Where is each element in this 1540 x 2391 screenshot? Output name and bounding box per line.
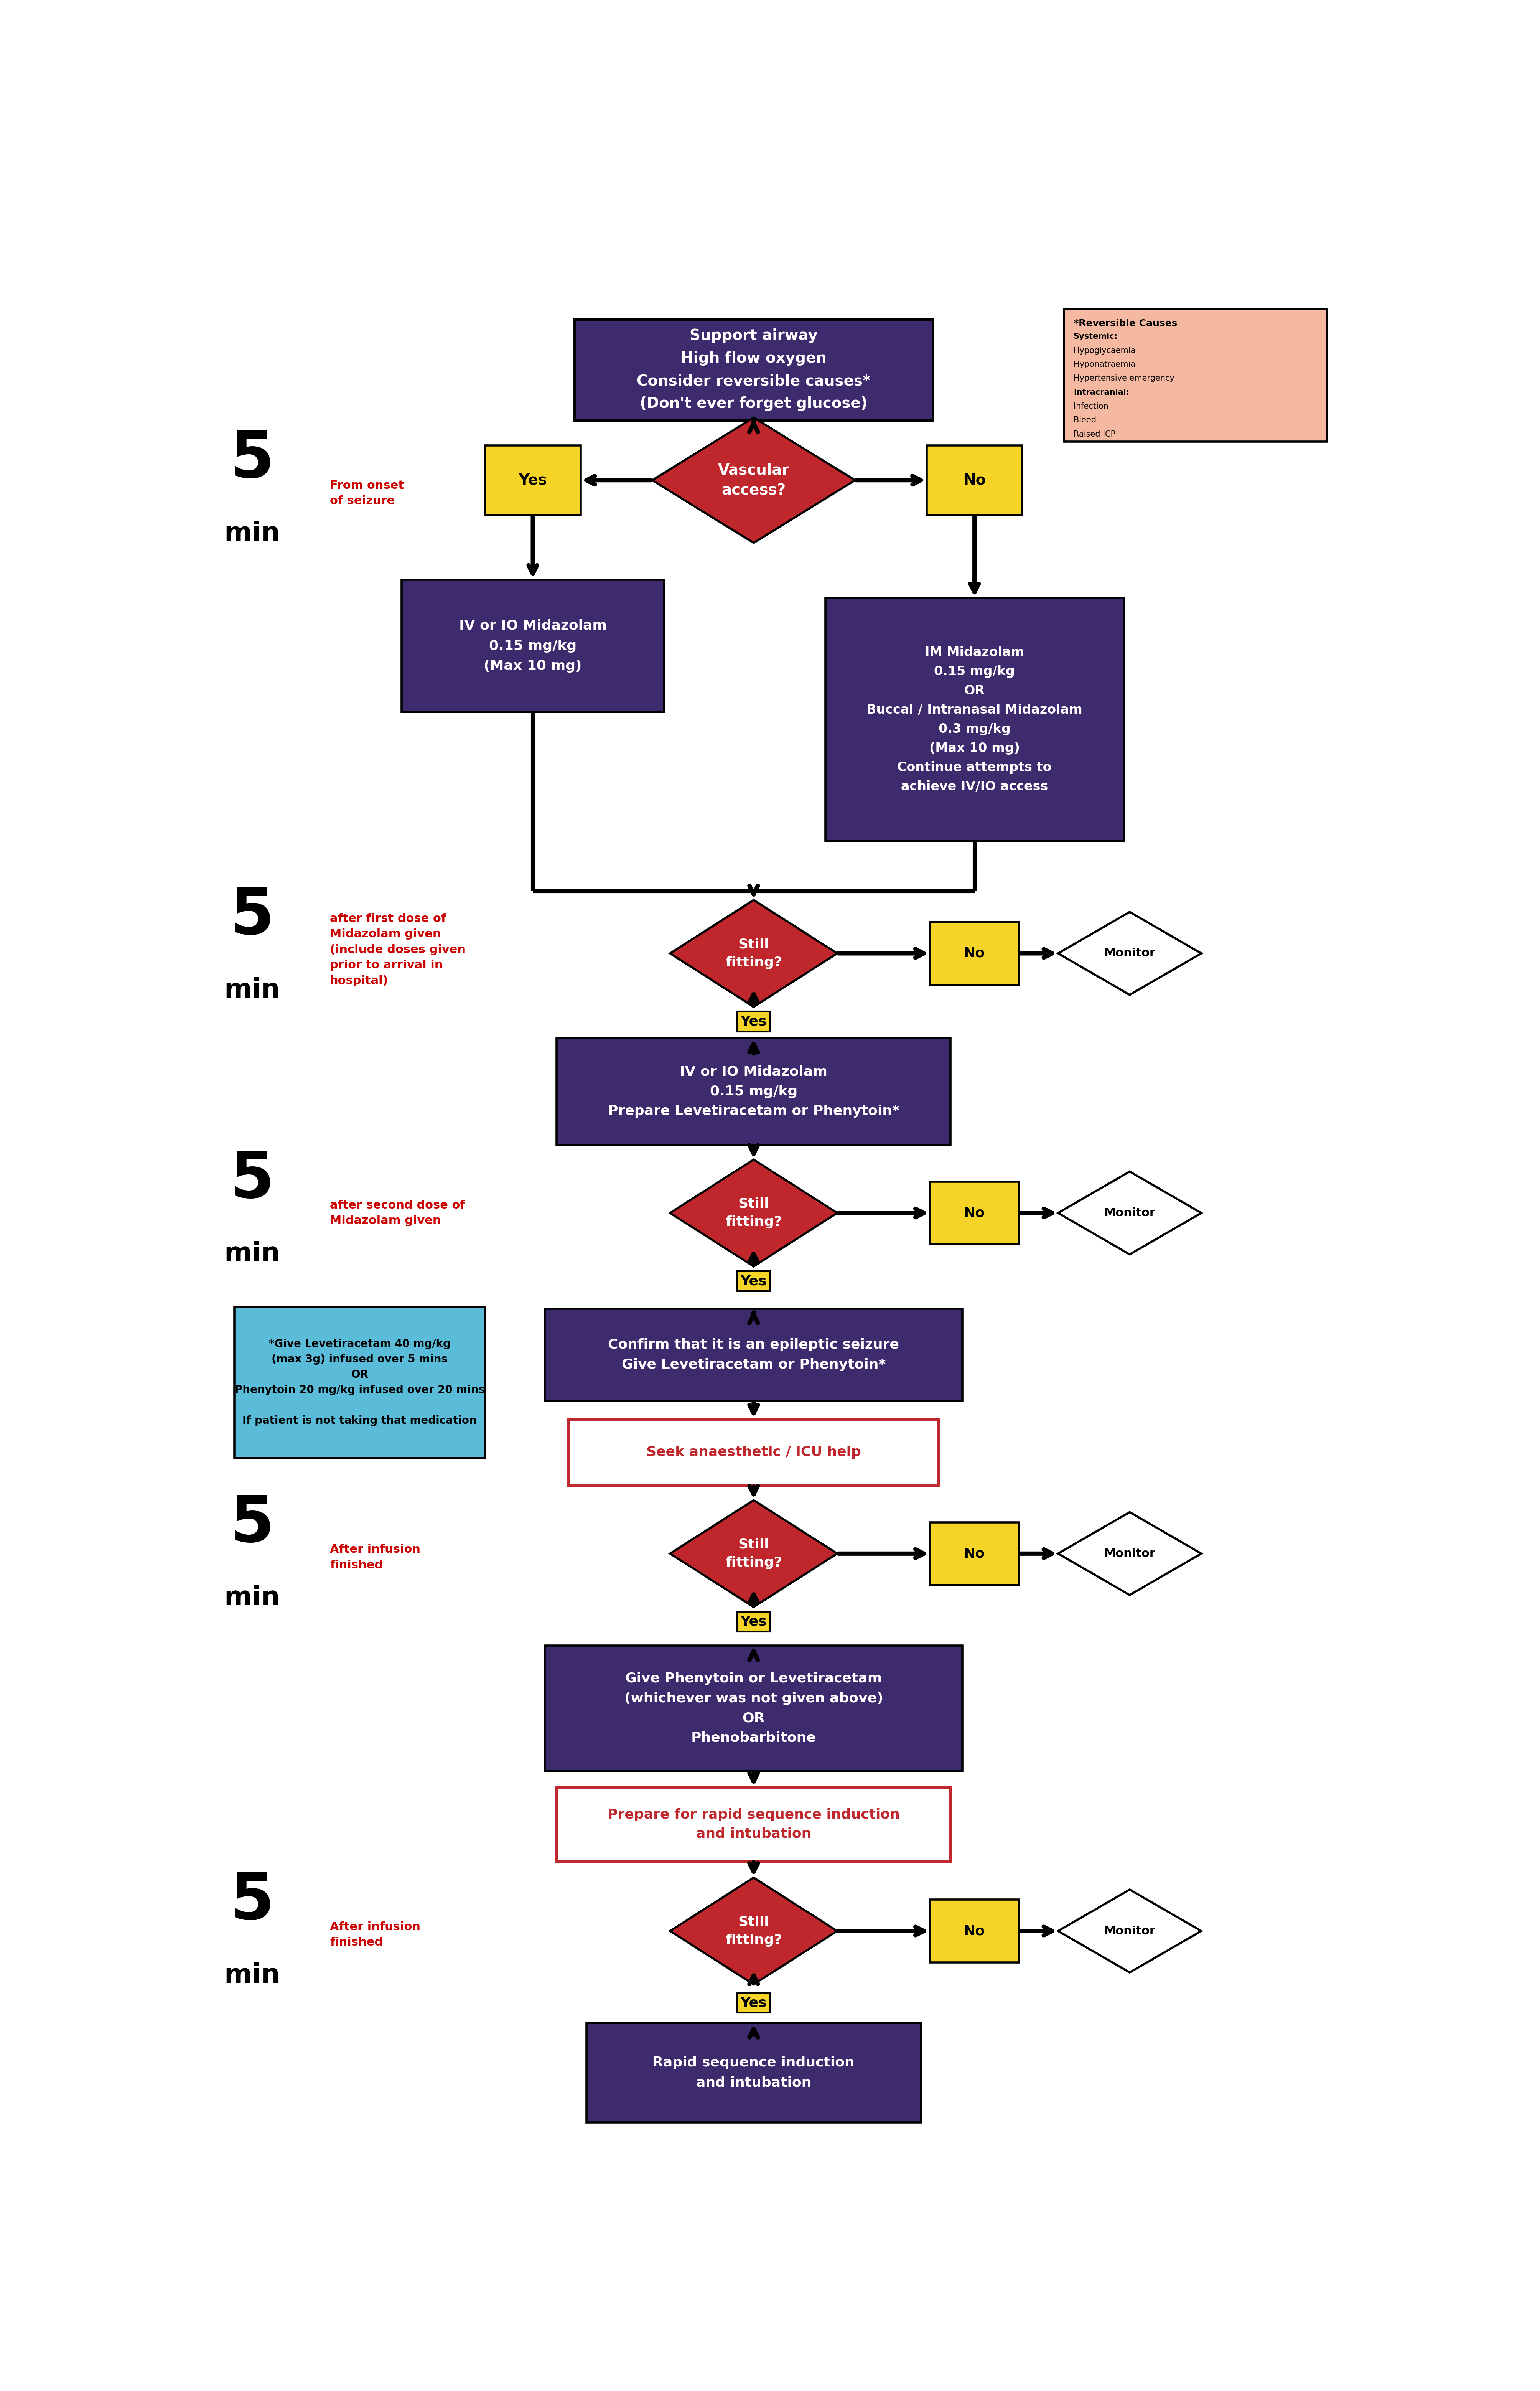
- Bar: [930, 923, 1019, 985]
- Text: Systemic:: Systemic:: [1073, 332, 1118, 340]
- Polygon shape: [670, 1160, 838, 1267]
- Text: Still
fitting?: Still fitting?: [725, 1915, 782, 1946]
- Text: Monitor: Monitor: [1104, 947, 1155, 959]
- Bar: [927, 445, 1023, 514]
- Text: after first dose of
Midazolam given
(include doses given
prior to arrival in
hos: after first dose of Midazolam given (inc…: [330, 913, 465, 987]
- Text: Yes: Yes: [741, 1274, 767, 1289]
- Text: No: No: [964, 947, 984, 959]
- Bar: [1064, 308, 1326, 442]
- Text: min: min: [225, 1585, 280, 1612]
- Text: Monitor: Monitor: [1104, 1925, 1155, 1937]
- Text: 5: 5: [229, 885, 274, 947]
- Text: After infusion
finished: After infusion finished: [330, 1922, 420, 1949]
- Polygon shape: [1058, 1172, 1201, 1255]
- Text: *Reversible Causes: *Reversible Causes: [1073, 318, 1177, 328]
- Bar: [930, 1901, 1019, 1963]
- Text: No: No: [964, 1547, 984, 1559]
- Bar: [402, 579, 664, 713]
- Text: min: min: [225, 1241, 280, 1267]
- Bar: [574, 318, 932, 421]
- Text: No: No: [964, 1925, 984, 1937]
- Bar: [556, 1038, 950, 1145]
- Polygon shape: [1058, 1511, 1201, 1595]
- Polygon shape: [670, 1877, 838, 1985]
- Text: Give Phenytoin or Levetiracetam
(whichever was not given above)
OR
Phenobarbiton: Give Phenytoin or Levetiracetam (whichev…: [624, 1671, 882, 1745]
- Text: min: min: [225, 1963, 280, 1987]
- Text: Still
fitting?: Still fitting?: [725, 1537, 782, 1568]
- Text: No: No: [962, 473, 986, 488]
- Bar: [587, 2023, 921, 2123]
- Text: Yes: Yes: [519, 473, 547, 488]
- Text: after second dose of
Midazolam given: after second dose of Midazolam given: [330, 1200, 465, 1227]
- Text: IV or IO Midazolam
0.15 mg/kg
(Max 10 mg): IV or IO Midazolam 0.15 mg/kg (Max 10 mg…: [459, 619, 607, 672]
- Text: Confirm that it is an epileptic seizure
Give Levetiracetam or Phenytoin*: Confirm that it is an epileptic seizure …: [608, 1339, 899, 1370]
- Text: Monitor: Monitor: [1104, 1547, 1155, 1559]
- Text: Support airway
High flow oxygen
Consider reversible causes*
(Don't ever forget g: Support airway High flow oxygen Consider…: [636, 328, 870, 411]
- Text: Yes: Yes: [741, 1996, 767, 2008]
- Text: Rapid sequence induction
and intubation: Rapid sequence induction and intubation: [653, 2056, 855, 2090]
- Bar: [930, 1523, 1019, 1585]
- Bar: [485, 445, 581, 514]
- Text: Yes: Yes: [741, 1616, 767, 1628]
- Bar: [545, 1645, 962, 1772]
- Text: Hyponatraemia: Hyponatraemia: [1073, 361, 1135, 368]
- Polygon shape: [670, 899, 838, 1007]
- Bar: [825, 598, 1124, 842]
- Polygon shape: [1058, 911, 1201, 995]
- Text: Prepare for rapid sequence induction
and intubation: Prepare for rapid sequence induction and…: [607, 1808, 899, 1841]
- Text: 5: 5: [229, 1870, 274, 1932]
- Text: Seek anaesthetic / ICU help: Seek anaesthetic / ICU help: [647, 1447, 861, 1459]
- Text: Vascular
access?: Vascular access?: [718, 464, 788, 497]
- Polygon shape: [1058, 1889, 1201, 1973]
- Text: Infection: Infection: [1073, 402, 1109, 411]
- Text: Raised ICP: Raised ICP: [1073, 430, 1115, 438]
- Text: Intracranial:: Intracranial:: [1073, 390, 1129, 397]
- Text: Hypertensive emergency: Hypertensive emergency: [1073, 375, 1173, 383]
- Text: 5: 5: [229, 1492, 274, 1557]
- Text: min: min: [225, 521, 280, 548]
- Bar: [234, 1308, 485, 1459]
- Text: 5: 5: [229, 428, 274, 490]
- Text: IV or IO Midazolam
0.15 mg/kg
Prepare Levetiracetam or Phenytoin*: IV or IO Midazolam 0.15 mg/kg Prepare Le…: [608, 1064, 899, 1117]
- Text: From onset
of seizure: From onset of seizure: [330, 481, 403, 507]
- Text: Still
fitting?: Still fitting?: [725, 937, 782, 968]
- Polygon shape: [651, 418, 855, 543]
- Text: After infusion
finished: After infusion finished: [330, 1545, 420, 1571]
- Bar: [556, 1788, 950, 1860]
- Text: No: No: [964, 1207, 984, 1219]
- Text: Yes: Yes: [741, 1016, 767, 1028]
- Bar: [568, 1420, 938, 1485]
- Text: Hypoglycaemia: Hypoglycaemia: [1073, 347, 1135, 354]
- Text: *Give Levetiracetam 40 mg/kg
(max 3g) infused over 5 mins
OR
Phenytoin 20 mg/kg : *Give Levetiracetam 40 mg/kg (max 3g) in…: [234, 1339, 485, 1425]
- Text: 5: 5: [229, 1148, 274, 1212]
- Bar: [545, 1308, 962, 1401]
- Bar: [930, 1181, 1019, 1243]
- Text: Still
fitting?: Still fitting?: [725, 1198, 782, 1229]
- Polygon shape: [670, 1499, 838, 1607]
- Text: min: min: [225, 978, 280, 1004]
- Text: Monitor: Monitor: [1104, 1207, 1155, 1219]
- Text: Bleed: Bleed: [1073, 416, 1096, 423]
- Text: IM Midazolam
0.15 mg/kg
OR
Buccal / Intranasal Midazolam
0.3 mg/kg
(Max 10 mg)
C: IM Midazolam 0.15 mg/kg OR Buccal / Intr…: [867, 646, 1083, 794]
